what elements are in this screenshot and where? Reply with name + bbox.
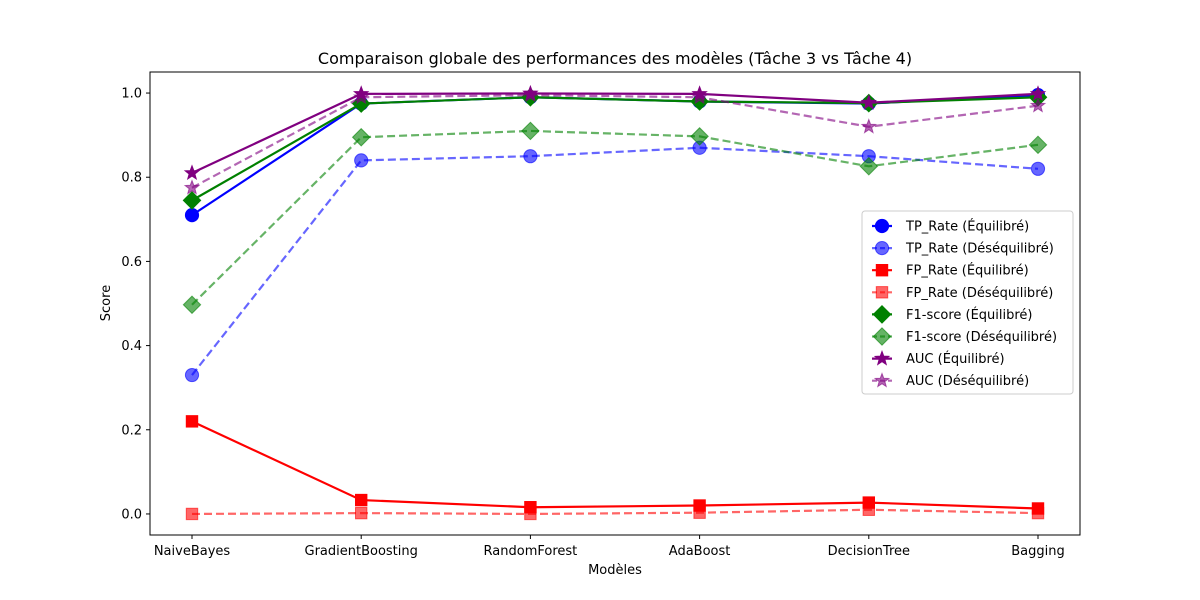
- data-point: [185, 415, 199, 428]
- legend-marker: [872, 305, 892, 324]
- legend-label: FP_Rate (Équilibré): [906, 263, 1029, 279]
- y-tick-label: 0.8: [121, 171, 142, 186]
- data-point: [355, 493, 368, 507]
- x-tick-label: RandomForest: [484, 544, 578, 559]
- data-point: [521, 121, 540, 141]
- data-point: [860, 94, 878, 110]
- legend-label: F1-score (Déséquilibré): [906, 330, 1057, 345]
- data-point: [1028, 135, 1048, 155]
- series-6: [182, 121, 1048, 315]
- data-point: [691, 88, 708, 105]
- data-point: [182, 191, 202, 210]
- series-line: [191, 129, 1039, 306]
- x-tick-label: GradientBoosting: [305, 544, 418, 559]
- data-point: [860, 118, 878, 134]
- data-point: [862, 503, 875, 516]
- legend-label: TP_Rate (Équilibré): [905, 219, 1029, 235]
- y-tick-label: 1.0: [121, 87, 142, 102]
- data-point: [1029, 97, 1047, 113]
- chart-title: Comparaison globale des performances des…: [318, 49, 912, 68]
- legend-label: AUC (Équilibré): [906, 351, 1005, 367]
- legend-entry: F1-score (Équilibré): [872, 305, 1033, 324]
- legend-marker: [873, 372, 891, 388]
- series-line: [191, 420, 1039, 510]
- legend-marker: [872, 327, 892, 346]
- data-point: [355, 506, 368, 520]
- series-layer: [182, 84, 1048, 521]
- data-point: [184, 208, 200, 223]
- data-point: [183, 179, 201, 195]
- series-line: [191, 94, 1039, 189]
- legend-entry: TP_Rate (Déséquilibré): [872, 241, 1054, 257]
- legend-label: AUC (Déséquilibré): [906, 374, 1029, 389]
- series-line: [191, 508, 1039, 516]
- data-point: [859, 156, 879, 176]
- legend-entry: AUC (Déséquilibré): [872, 372, 1029, 389]
- x-tick-label: Bagging: [1011, 544, 1065, 559]
- data-point: [690, 127, 709, 146]
- series-4: [185, 503, 1045, 521]
- axis-ticks: NaiveBayes GradientBoosting RandomForest Ad…: [121, 87, 1064, 559]
- data-point: [352, 88, 370, 105]
- legend-box: [861, 210, 1074, 395]
- legend-entry: AUC (Équilibré): [872, 349, 1005, 367]
- data-point: [523, 149, 538, 164]
- data-point: [524, 507, 537, 521]
- series-line: [191, 92, 1039, 175]
- series-8: [183, 86, 1047, 195]
- legend-entry: FP_Rate (Déséquilibré): [872, 286, 1053, 301]
- legend-label: F1-score (Équilibré): [906, 307, 1033, 323]
- data-point: [1031, 506, 1045, 520]
- x-tick-label: AdaBoost: [669, 544, 731, 559]
- plot-frame: [149, 71, 1081, 536]
- series-line: [191, 146, 1039, 376]
- y-tick-label: 0.2: [121, 423, 142, 438]
- legend-marker: [874, 218, 890, 234]
- y-tick-label: 0.0: [121, 507, 142, 522]
- data-point: [182, 295, 202, 315]
- legend: TP_Rate (Équilibré) TP_Rate (Déséquilibré…: [861, 210, 1074, 395]
- data-point: [693, 506, 706, 519]
- data-point: [183, 164, 201, 180]
- x-axis-label: Modèles: [588, 563, 642, 578]
- data-point: [522, 86, 539, 103]
- legend-entry: F1-score (Déséquilibré): [872, 327, 1057, 346]
- data-point: [185, 507, 199, 521]
- y-tick-label: 0.4: [121, 339, 142, 354]
- data-point: [184, 367, 200, 383]
- legend-marker: [873, 349, 891, 366]
- legend-marker: [875, 264, 889, 277]
- y-tick-label: 0.6: [121, 255, 142, 270]
- data-point: [354, 153, 369, 168]
- legend-label: TP_Rate (Déséquilibré): [905, 242, 1054, 257]
- legend-entry: FP_Rate (Équilibré): [872, 263, 1029, 279]
- legend-marker: [874, 241, 890, 256]
- legend-marker: [875, 286, 889, 299]
- x-tick-label: DecisionTree: [828, 544, 910, 559]
- legend-entry: TP_Rate (Équilibré): [872, 219, 1029, 235]
- series-2: [184, 140, 1046, 383]
- legend-label: FP_Rate (Déséquilibré): [906, 286, 1053, 301]
- y-axis-label: Score: [99, 285, 114, 321]
- data-point: [1029, 85, 1047, 101]
- data-point: [1030, 161, 1046, 176]
- data-point: [351, 127, 371, 147]
- x-tick-label: NaiveBayes: [154, 544, 231, 559]
